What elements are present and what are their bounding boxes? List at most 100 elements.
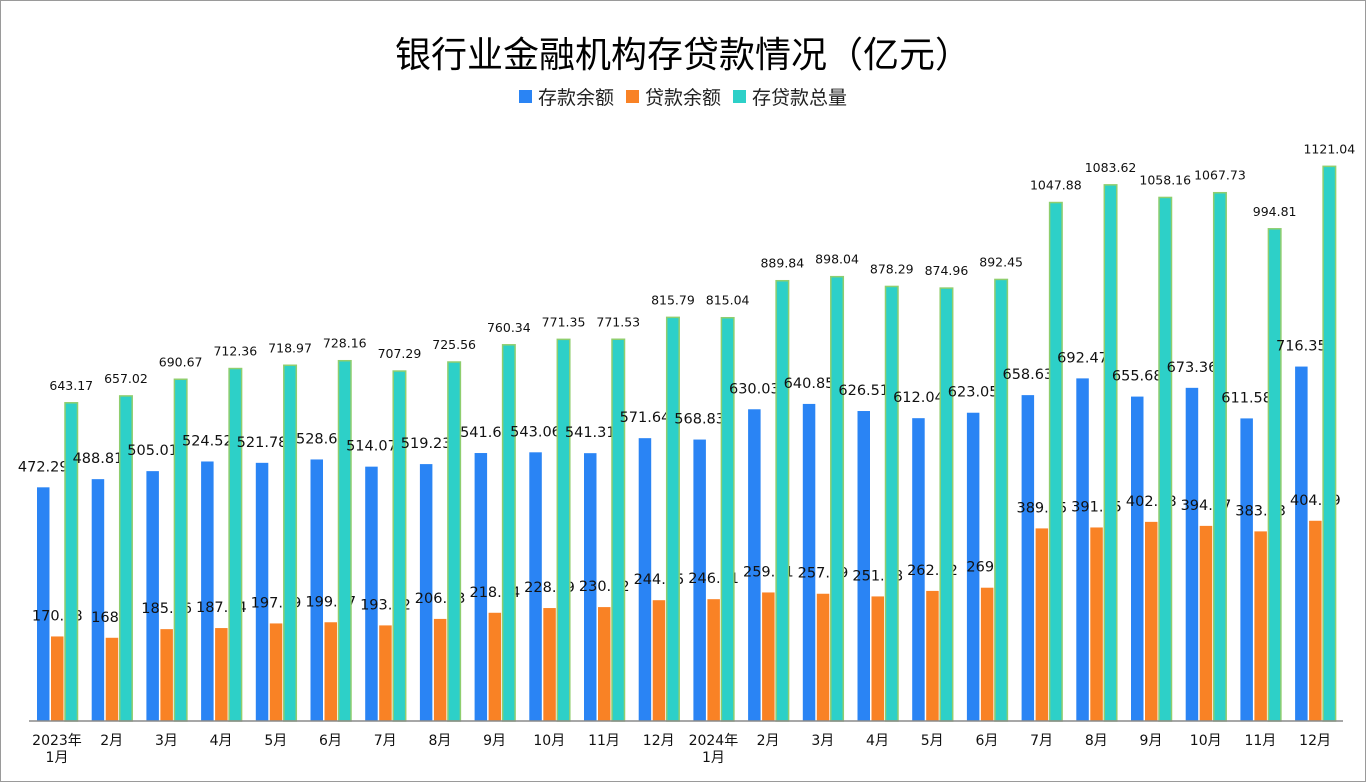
x-tick-label: 5月 [264,733,287,749]
data-label-total: 889.84 [760,256,804,271]
data-label-total: 690.67 [159,354,203,369]
data-label-deposits: 541.6 [460,425,502,441]
bar-deposits [201,461,214,721]
data-label-total: 815.04 [706,293,750,308]
bar-deposits [857,411,870,721]
x-tick-label: 1月 [702,750,725,766]
bar-deposits [474,453,488,721]
x-tick-label: 12月 [643,733,675,749]
x-tick-label: 2月 [100,733,123,749]
legend-label-deposits: 存款余额 [537,87,614,109]
bar-total [1212,191,1227,722]
x-tick-label: 6月 [319,733,342,749]
bar-loans [926,590,939,721]
bar-total [1048,201,1063,722]
bar-total [884,285,899,722]
bar-deposits [912,418,925,721]
bar-total [392,370,407,722]
data-label-deposits: 521.78 [237,435,288,451]
data-label-total: 1058.16 [1139,172,1191,187]
data-label-deposits: 488.81 [73,451,124,467]
x-tick-label: 3月 [155,733,178,749]
x-tick-label: 10月 [533,733,565,749]
bar-total [173,378,188,722]
bar-deposits [1295,366,1308,721]
data-label-total: 878.29 [870,261,914,276]
x-tick-label: 2023年 [32,733,82,749]
bar-total [720,316,735,722]
legend-label-loans: 贷款余额 [644,87,721,109]
x-tick-label: 6月 [975,733,998,749]
x-tick-label: 3月 [811,733,834,749]
data-label-total: 994.81 [1253,204,1297,219]
data-label-deposits: 611.58 [1221,390,1272,406]
data-label-total: 771.35 [542,314,586,329]
bar-deposits [638,438,652,721]
data-label-total: 1067.73 [1194,168,1246,183]
data-label-deposits: 692.47 [1057,350,1108,366]
data-label-total: 728.16 [323,336,367,351]
bar-loans [51,636,64,721]
x-tick-label: 11月 [1244,733,1276,749]
bar-loans [707,599,720,721]
legend-swatch-loans [625,90,639,103]
bar-total [994,278,1009,722]
bar-loans [160,629,173,721]
x-tick-label: 7月 [374,733,397,749]
bar-loans [598,607,611,721]
x-tick-label: 9月 [1140,733,1163,749]
data-label-deposits: 716.35 [1276,339,1327,355]
bar-deposits [748,409,761,721]
bar-total [1322,165,1337,722]
bar-loans [269,623,283,721]
x-tick-label: 8月 [1085,733,1108,749]
bar-deposits [255,462,269,721]
data-label-total: 707.29 [378,346,422,361]
data-label-deposits: 568.83 [674,412,725,428]
bar-deposits [1131,396,1144,721]
bar-loans [488,612,502,721]
data-label-deposits: 505.01 [127,443,178,459]
bar-deposits [693,439,706,721]
data-label-deposits: 528.6 [296,431,338,447]
bar-loans [1309,520,1322,721]
data-label-deposits: 519.23 [401,436,452,452]
bar-deposits [310,459,323,721]
data-label-total: 643.17 [49,378,93,393]
data-label-total: 874.96 [925,263,969,278]
data-label-total: 1047.88 [1030,178,1082,193]
bar-deposits [802,403,816,721]
bar-deposits [419,464,433,721]
bar-deposits [1240,418,1253,721]
legend-swatch-deposits [518,90,532,103]
legend-item-loans[interactable]: 贷款余额 [625,83,721,110]
x-tick-label: 4月 [210,733,233,749]
data-label-deposits: 541.31 [565,425,616,441]
bar-loans [1145,521,1158,721]
bar-total [775,279,790,722]
bar-total [283,364,298,722]
data-label-deposits: 673.36 [1167,360,1218,376]
bar-loans [652,600,666,721]
data-label-total: 760.34 [487,320,531,335]
bar-loans [105,637,119,721]
data-label-deposits: 623.05 [948,385,999,401]
data-label-deposits: 655.68 [1112,369,1163,385]
bar-total [228,367,243,722]
bar-loans [816,593,830,721]
bar-loans [215,628,228,721]
chart-title: 银行业金融机构存贷款情况（亿元） [394,35,971,76]
bar-total [939,287,954,722]
data-label-deposits: 524.52 [182,433,233,449]
bar-deposits [146,471,159,721]
bar-total [1158,196,1173,722]
bar-deposits [91,479,105,721]
x-tick-label: 4月 [866,733,889,749]
bar-loans [324,622,337,721]
bar-loans [433,618,447,721]
legend-item-total[interactable]: 存贷款总量 [733,83,847,110]
bar-total [665,316,680,722]
legend-item-deposits[interactable]: 存款余额 [518,83,614,110]
data-label-total: 725.56 [432,337,476,352]
